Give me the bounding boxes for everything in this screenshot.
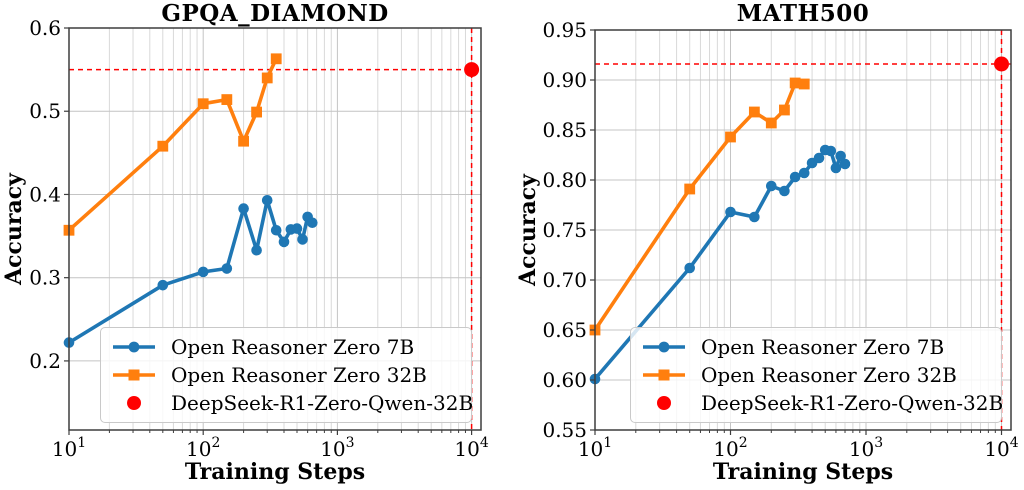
data-point-circle [157,279,169,291]
x-tick-label: 101 [52,435,86,461]
chart-title: GPQA_DIAMOND [161,0,389,27]
y-tick-label: 0.5 [29,99,61,123]
subplot-gpqa-diamond: 101 102 103 104 0.2 0.3 0.4 0.5 0.6 GPQA_DIAMOND… [1,0,489,486]
x-tick-label: 103 [320,435,354,461]
legend-label: Open Reasoner Zero 32B [701,363,957,387]
data-point-square [779,104,790,116]
red-dot-marker-icon [657,396,671,410]
legend-label: DeepSeek-R1-Zero-Qwen-32B [701,391,1004,415]
legend-label: DeepSeek-R1-Zero-Qwen-32B [171,391,474,415]
legend: Open Reasoner Zero 7B Open Reasoner Zero… [630,327,1003,423]
y-axis-label: Accuracy [515,174,541,286]
legend-item-orz-32b: Open Reasoner Zero 32B [109,363,463,387]
data-point-circle [251,244,262,256]
series-line-1 [67,56,279,232]
red-dot-marker-icon [127,396,141,410]
data-point-circle [779,185,790,197]
reference-point [464,62,480,78]
subplot-math500: 101 102 103 104 0.55 0.60 0.65 0.70 0.75 0.80 0.85… [512,0,1024,490]
data-point-square [725,131,736,143]
legend-label: Open Reasoner Zero 7B [701,335,945,359]
data-point-square [221,94,233,105]
data-point-square [748,106,760,118]
legend-item-orz-7b: Open Reasoner Zero 7B [639,335,993,359]
data-point-square [157,140,169,152]
x-tick-label: 103 [849,435,883,461]
data-point-circle [306,217,318,229]
legend: Open Reasoner Zero 7B Open Reasoner Zero… [100,327,473,423]
data-point-square [197,98,209,110]
data-point-circle [725,206,736,218]
data-point-square [684,183,696,195]
x-tick-label: 104 [984,435,1018,461]
y-tick-label: 0.6 [29,16,61,40]
y-tick-label: 0.2 [29,349,61,373]
y-tick-label: 0.80 [542,168,587,192]
data-point-circle [825,145,837,157]
data-point-square [270,53,282,65]
data-point-circle [839,158,851,170]
data-point-circle [749,211,760,223]
reference-point [994,56,1010,72]
data-point-circle [684,262,696,274]
y-tick-label: 0.4 [29,182,61,206]
data-point-circle [291,223,303,234]
line-square-marker-icon [643,369,685,381]
legend-item-deepseek: DeepSeek-R1-Zero-Qwen-32B [109,391,473,415]
legend-label: Open Reasoner Zero 32B [171,363,427,387]
y-axis-label: Accuracy [1,173,27,285]
data-point-circle [765,180,777,192]
line-circle-marker-icon [643,341,685,353]
y-tick-label: 0.60 [542,368,587,392]
data-point-circle [238,203,249,214]
x-tick-label: 102 [713,435,747,461]
x-tick-label: 102 [186,435,220,461]
legend-item-orz-7b: Open Reasoner Zero 7B [109,335,463,359]
legend-item-deepseek: DeepSeek-R1-Zero-Qwen-32B [639,391,1003,415]
data-point-circle [835,150,846,162]
data-point-circle [813,152,825,164]
data-point-square [251,106,263,118]
data-point-circle [270,224,282,236]
y-tick-label: 0.75 [542,218,587,242]
legend-label: Open Reasoner Zero 7B [171,335,415,359]
x-axis-label: Training Steps [712,459,894,485]
data-point-circle [789,171,801,183]
data-point-circle [798,167,810,179]
data-point-circle [261,194,273,206]
x-axis-label: Training Steps [184,459,366,485]
y-tick-label: 0.3 [29,266,61,290]
data-point-square [765,117,777,129]
line-square-marker-icon [113,369,155,381]
x-tick-label: 104 [454,435,488,461]
data-point-square [789,77,801,89]
y-tick-label: 0.65 [542,318,587,342]
y-tick-label: 0.55 [542,418,587,442]
line-circle-marker-icon [113,341,155,353]
y-tick-label: 0.90 [542,68,587,92]
data-point-square [238,135,249,147]
legend-item-orz-32b: Open Reasoner Zero 32B [639,363,993,387]
data-point-square [261,72,273,84]
y-tick-label: 0.95 [542,18,587,42]
data-point-circle [297,234,308,245]
y-tick-label: 0.85 [542,118,587,142]
data-point-circle [278,236,290,248]
data-point-square [798,78,810,90]
data-point-circle [221,263,233,274]
data-point-circle [197,266,209,278]
chart-title: MATH500 [736,0,870,27]
y-tick-label: 0.70 [542,268,587,292]
data-point-circle [830,162,842,174]
plot-border [68,27,482,431]
